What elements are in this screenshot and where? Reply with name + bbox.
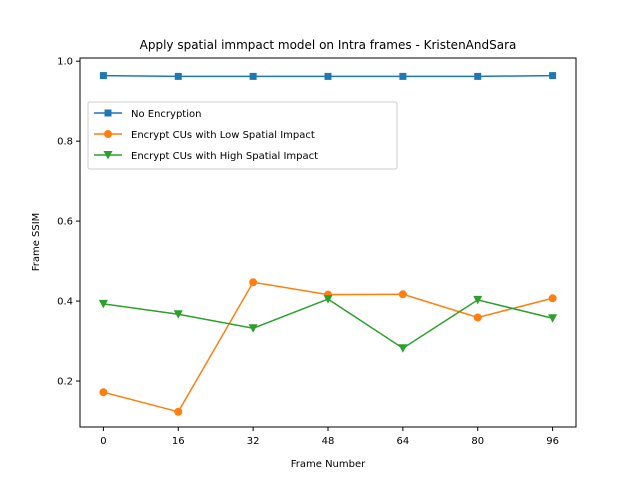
series-group xyxy=(98,295,558,353)
y-tick-label: 0.8 xyxy=(57,137,73,148)
legend-label: Encrypt CUs with Low Spatial Impact xyxy=(131,130,315,141)
data-point xyxy=(174,407,183,416)
legend-label: Encrypt CUs with High Spatial Impact xyxy=(131,151,318,162)
data-point xyxy=(323,295,333,304)
x-tick-label: 0 xyxy=(100,436,106,447)
series-line xyxy=(103,298,553,350)
plot-area xyxy=(98,72,558,416)
data-point xyxy=(548,314,558,323)
data-point xyxy=(398,344,408,353)
x-tick-label: 32 xyxy=(247,436,260,447)
data-point xyxy=(174,72,182,80)
data-point xyxy=(249,72,257,80)
data-point xyxy=(473,313,482,322)
y-tick-label: 1.0 xyxy=(57,57,73,68)
y-tick-label: 0.4 xyxy=(57,297,73,308)
data-point xyxy=(549,72,557,80)
data-point xyxy=(249,278,258,287)
legend: No Encryption Encrypt CUs with Low Spatia… xyxy=(87,101,398,170)
data-point xyxy=(248,324,258,333)
series-group xyxy=(99,278,557,416)
data-point xyxy=(473,295,483,305)
data-point xyxy=(173,310,183,319)
chart-title: Apply spatial immpact model on Intra fra… xyxy=(140,38,517,52)
y-tick-label: 0.6 xyxy=(57,217,73,228)
x-tick-label: 48 xyxy=(322,436,335,447)
data-point xyxy=(548,294,557,303)
legend-marker xyxy=(104,109,112,117)
legend-item: Encrypt CUs with Low Spatial Impact xyxy=(94,130,315,141)
x-tick-label: 80 xyxy=(471,436,484,447)
x-axis-label: Frame Number xyxy=(291,459,366,470)
data-point xyxy=(474,72,482,80)
x-axis: 0 16 32 48 64 80 96 xyxy=(100,427,559,447)
data-point xyxy=(399,72,407,80)
series-group xyxy=(99,72,557,80)
data-point xyxy=(324,72,332,80)
legend-marker xyxy=(103,151,113,160)
legend-item: No Encryption xyxy=(94,109,201,120)
y-axis: 0.2 0.4 0.6 0.8 1.0 xyxy=(57,57,80,388)
legend-item: Encrypt CUs with High Spatial Impact xyxy=(94,151,318,162)
x-tick-label: 64 xyxy=(397,436,410,447)
legend-label: No Encryption xyxy=(131,109,201,120)
x-tick-label: 16 xyxy=(172,436,185,447)
data-point xyxy=(98,299,108,309)
y-axis-label: Frame SSIM xyxy=(31,213,42,272)
data-point xyxy=(398,290,407,299)
x-tick-label: 96 xyxy=(546,436,559,447)
legend-marker xyxy=(104,130,112,138)
y-tick-label: 0.2 xyxy=(57,377,73,388)
data-point xyxy=(99,72,107,80)
legend-box xyxy=(87,101,398,170)
data-point xyxy=(99,388,108,397)
